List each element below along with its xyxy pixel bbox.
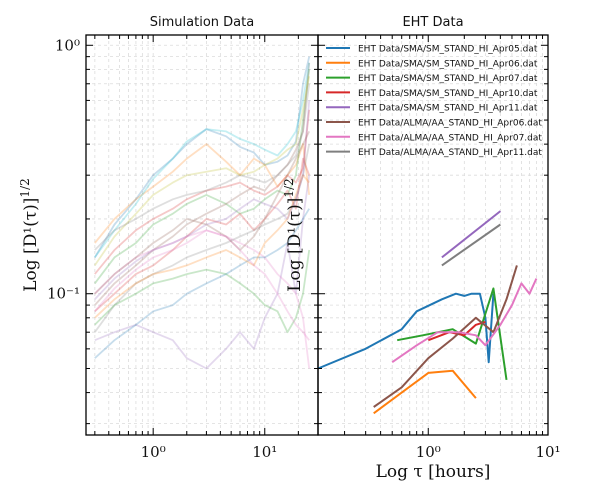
simulation-series-line-4 (94, 157, 311, 312)
y-tick-label: 10⁻¹ (47, 285, 80, 303)
eht-series-line-8 (441, 223, 501, 267)
simulation-y-axis-label: Log [D¹(τ)]1/2 (18, 178, 41, 292)
simulation-grid (86, 35, 319, 435)
legend-entry: EHT Data/SMA/SM_STAND_HI_Apr06.dat (358, 59, 538, 69)
simulation-plot-frame (85, 34, 319, 436)
simulation-series-group (94, 56, 311, 370)
simulation-series-line-11 (94, 208, 310, 359)
legend-entry: EHT Data/SMA/SM_STAND_HI_Apr07.dat (358, 74, 538, 84)
simulation-ticks: 10⁰ 10¹ 10⁻¹ 10⁰ (47, 35, 319, 461)
simulation-series-line-10 (94, 62, 311, 258)
simulation-series-line-8 (94, 143, 311, 333)
simulation-series-line-5 (94, 175, 311, 370)
eht-panel: 10⁰ 10¹ EHT Data/SMA/SM_STAND_HI_Apr05.da… (282, 15, 561, 482)
legend-entry: EHT Data/ALMA/AA_STAND_HI_Apr06.dat (358, 119, 542, 129)
simulation-series-line-16 (94, 131, 311, 295)
legend-entry: EHT Data/ALMA/AA_STAND_HI_Apr07.dat (358, 133, 542, 143)
simulation-series-line-12 (94, 174, 310, 319)
eht-x-axis-label: Log τ [hours] (376, 462, 491, 482)
simulation-panel-title: Simulation Data (150, 15, 254, 30)
simulation-series-line-18 (94, 83, 311, 251)
eht-series-line-6 (373, 265, 518, 408)
eht-y-axis-label: Log [D¹(τ)]1/2 (282, 178, 305, 292)
eht-series-line-5 (441, 210, 502, 259)
simulation-series-line-2 (94, 143, 311, 244)
eht-series-line-4 (427, 320, 486, 342)
eht-series-line-3 (397, 287, 508, 381)
simulation-series-line-15 (94, 100, 311, 300)
simulation-series-line-9 (94, 76, 311, 266)
simulation-series-line-7 (94, 229, 311, 369)
eht-series-line-7 (391, 278, 538, 364)
simulation-series-line-14 (94, 109, 311, 275)
x-tick-label: 10⁰ (141, 443, 166, 461)
eht-series-group (317, 210, 538, 415)
simulation-series-line-6 (94, 62, 311, 306)
eht-series-line-2 (373, 369, 477, 415)
x-tick-label: 10⁰ (416, 443, 441, 461)
eht-ticks: 10⁰ 10¹ (318, 35, 561, 461)
x-tick-label: 10¹ (535, 443, 560, 461)
eht-legend: EHT Data/SMA/SM_STAND_HI_Apr05.dat EHT Da… (326, 45, 542, 158)
simulation-panel: 10⁰ 10¹ 10⁻¹ 10⁰ Simulation Data Log [D¹(τ)… (18, 15, 319, 461)
legend-entry: EHT Data/SMA/SM_STAND_HI_Apr10.dat (358, 89, 538, 99)
eht-plot-frame (317, 34, 549, 436)
legend-entry: EHT Data/SMA/SM_STAND_HI_Apr05.dat (358, 45, 538, 55)
x-tick-label: 10¹ (252, 443, 277, 461)
simulation-series-line-17 (94, 229, 310, 341)
legend-entry: EHT Data/SMA/SM_STAND_HI_Apr11.dat (358, 104, 538, 114)
simulation-series-line-3 (94, 69, 311, 284)
eht-panel-title: EHT Data (402, 15, 463, 30)
eht-grid (318, 35, 549, 435)
simulation-series-line-13 (94, 249, 311, 334)
legend-entry: EHT Data/ALMA/AA_STAND_HI_Apr11.dat (358, 148, 542, 158)
y-tick-label: 10⁰ (55, 36, 80, 54)
simulation-series-line-1 (94, 56, 311, 258)
